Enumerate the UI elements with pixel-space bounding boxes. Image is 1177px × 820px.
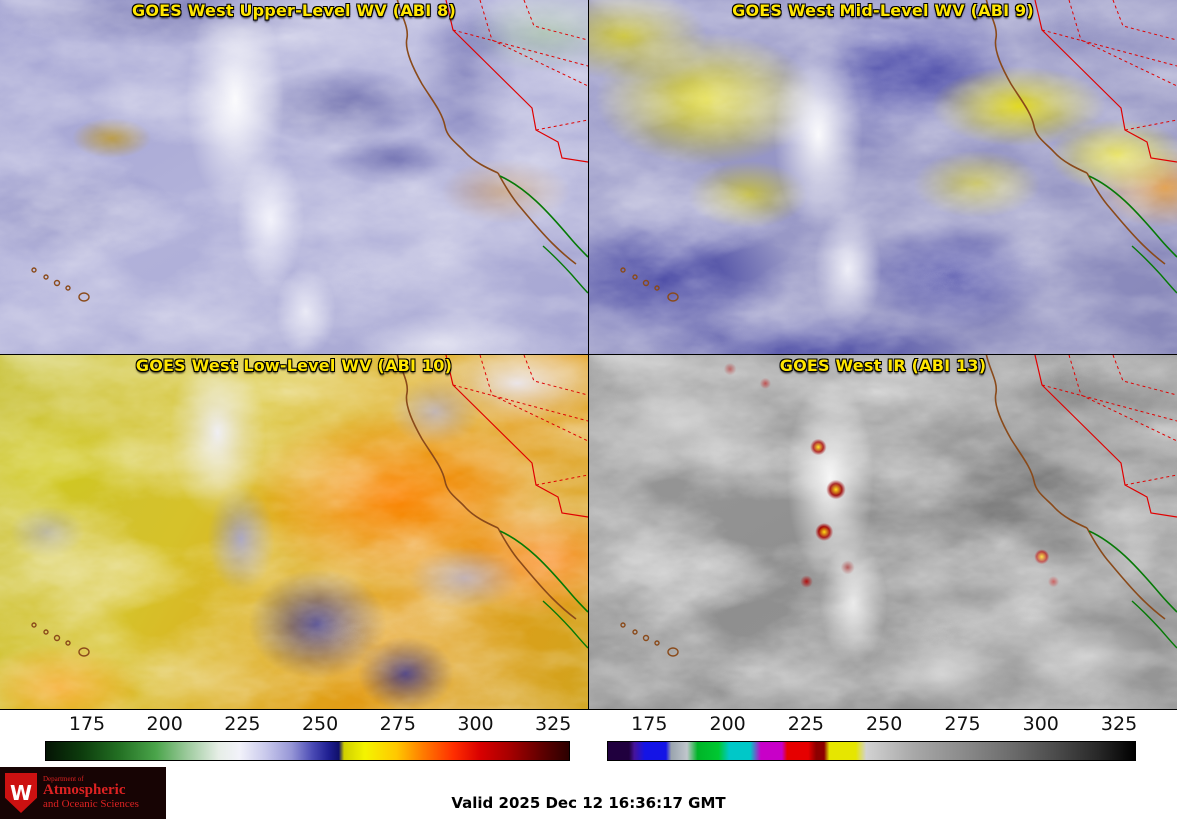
wv-tick-label: 300	[457, 713, 494, 735]
ir-colorbar	[607, 741, 1136, 761]
map-overlay	[620, 355, 1177, 657]
wv-tick-label: 275	[379, 713, 416, 735]
panel-title: GOES West Mid-Level WV (ABI 9)	[732, 1, 1034, 20]
satellite-panel-grid: GOES West Upper-Level WV (ABI 8) GOES We…	[0, 0, 1177, 710]
ir-colorbar-ticks: 175 200 225 250 275 300 325	[607, 713, 1138, 737]
ir-tick-label: 200	[709, 713, 746, 735]
map-overlay	[31, 355, 588, 657]
ir-tick-label: 275	[944, 713, 981, 735]
wv-tick-label: 200	[146, 713, 183, 735]
panel-title: GOES West Upper-Level WV (ABI 8)	[132, 1, 456, 20]
wv-tick-label: 225	[224, 713, 261, 735]
wv-colorbar-ticks: 175 200 225 250 275 300 325	[45, 713, 572, 737]
valid-timestamp: Valid 2025 Dec 12 16:36:17 GMT	[451, 794, 726, 812]
ir-tick-label: 175	[631, 713, 668, 735]
logo-dept-line: Department of	[43, 774, 84, 783]
uw-aos-logo: W Department of Atmospheric and Oceanic …	[0, 767, 166, 819]
panel-title: GOES West IR (ABI 13)	[779, 356, 987, 375]
wv-tick-label: 250	[301, 713, 339, 735]
panel-upper-level-wv: GOES West Upper-Level WV (ABI 8)	[0, 0, 588, 354]
cloud-texture	[0, 0, 588, 354]
cloud-texture	[589, 355, 1177, 709]
wv-tick-label: 325	[535, 713, 572, 735]
cloud-texture	[0, 355, 588, 709]
map-overlay	[31, 0, 588, 302]
uw-crest-icon: W	[5, 773, 37, 813]
ir-tick-label: 325	[1100, 713, 1138, 735]
map-overlay	[620, 0, 1177, 302]
panel-title: GOES West Low-Level WV (ABI 10)	[135, 356, 453, 375]
panel-mid-level-wv: GOES West Mid-Level WV (ABI 9)	[589, 0, 1177, 354]
crest-letter: W	[9, 781, 33, 805]
cloud-texture	[589, 0, 1177, 354]
wv-tick-label: 175	[68, 713, 106, 735]
ir-tick-label: 300	[1022, 713, 1059, 735]
footer: 175 200 225 250 275 300 325 175 200 225 …	[0, 710, 1177, 819]
ir-tick-label: 250	[866, 713, 903, 735]
logo-line2: and Oceanic Sciences	[43, 797, 139, 810]
wv-colorbar	[45, 741, 570, 761]
logo-text: Department of Atmospheric and Oceanic Sc…	[43, 774, 139, 811]
logo-line1: Atmospheric	[43, 782, 126, 799]
panel-ir: GOES West IR (ABI 13)	[589, 355, 1177, 709]
ir-tick-label: 225	[787, 713, 825, 735]
panel-low-level-wv: GOES West Low-Level WV (ABI 10)	[0, 355, 588, 709]
